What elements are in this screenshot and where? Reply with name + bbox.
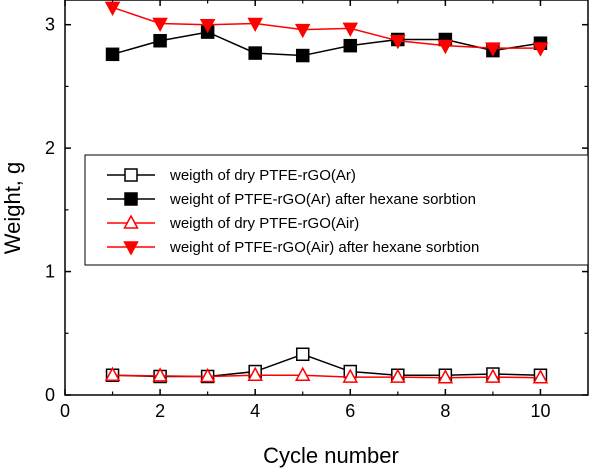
series-3: [104, 366, 549, 384]
data-point: [153, 33, 167, 48]
y-axis-title: Weight, g: [0, 162, 25, 255]
series-4: [104, 1, 549, 57]
data-point: [248, 46, 262, 60]
data-point: [342, 22, 359, 37]
y-tick-label: 1: [45, 262, 55, 282]
data-point: [390, 368, 406, 383]
y-tick-label: 3: [45, 15, 55, 35]
data-point: [390, 34, 406, 50]
x-tick-label: 8: [440, 401, 450, 421]
series-line: [112, 374, 541, 379]
legend-entry: weigth of dry PTFE-rGO(Air): [107, 214, 359, 232]
data-point: [295, 48, 310, 63]
legend: weigth of dry PTFE-rGO(Ar) weight of PTFE…: [84, 154, 589, 266]
legend-entry: weight of PTFE-rGO(Ar) after hexane sorb…: [107, 191, 476, 208]
series-line: [112, 31, 541, 57]
legend-marker: [124, 192, 138, 206]
legend-box: [84, 154, 589, 266]
data-point: [104, 366, 121, 381]
y-tick-label: 2: [45, 138, 55, 158]
data-point: [199, 18, 216, 34]
legend-label: weight of PTFE-rGO(Ar) after hexane sorb…: [169, 191, 476, 208]
data-point: [295, 347, 310, 362]
data-point: [532, 42, 549, 57]
data-point: [104, 1, 121, 16]
data-point: [247, 17, 263, 33]
data-point: [105, 47, 120, 62]
data-point: [152, 17, 168, 33]
legend-label: weigth of dry PTFE-rGO(Air): [169, 215, 359, 232]
legend-marker: [123, 214, 139, 229]
legend-marker: [124, 168, 138, 182]
y-tick-label: 0: [45, 385, 55, 405]
legend-entry: weigth of dry PTFE-rGO(Ar): [107, 167, 356, 184]
data-point: [342, 368, 359, 383]
data-point: [294, 23, 311, 39]
legend-entry: weight of PTFE-rGO(Air) after hexane sor…: [107, 239, 479, 256]
x-axis-title: Cycle number: [263, 443, 399, 468]
data-series: [104, 1, 549, 384]
series-line: [112, 6, 541, 49]
data-point: [437, 39, 454, 55]
data-point: [199, 367, 216, 383]
data-point: [343, 38, 358, 53]
legend-label: weight of PTFE-rGO(Air) after hexane sor…: [169, 239, 479, 256]
x-tick-label: 2: [155, 401, 165, 421]
data-point: [294, 366, 311, 381]
data-point: [485, 368, 501, 383]
x-tick-label: 10: [530, 401, 550, 421]
legend-label: weigth of dry PTFE-rGO(Ar): [169, 167, 356, 184]
series-line: [112, 353, 541, 378]
series-2: [105, 25, 548, 63]
data-point: [437, 369, 454, 384]
data-point: [532, 369, 549, 384]
x-tick-label: 4: [250, 401, 260, 421]
x-tick-label: 0: [60, 401, 70, 421]
legend-marker: [123, 241, 139, 256]
axis-ticks: 0 2 4 6 8 10 0 1 2 3: [45, 0, 588, 421]
data-point: [485, 42, 501, 57]
data-point: [152, 367, 168, 382]
x-tick-label: 6: [345, 401, 355, 421]
data-point: [247, 366, 263, 381]
